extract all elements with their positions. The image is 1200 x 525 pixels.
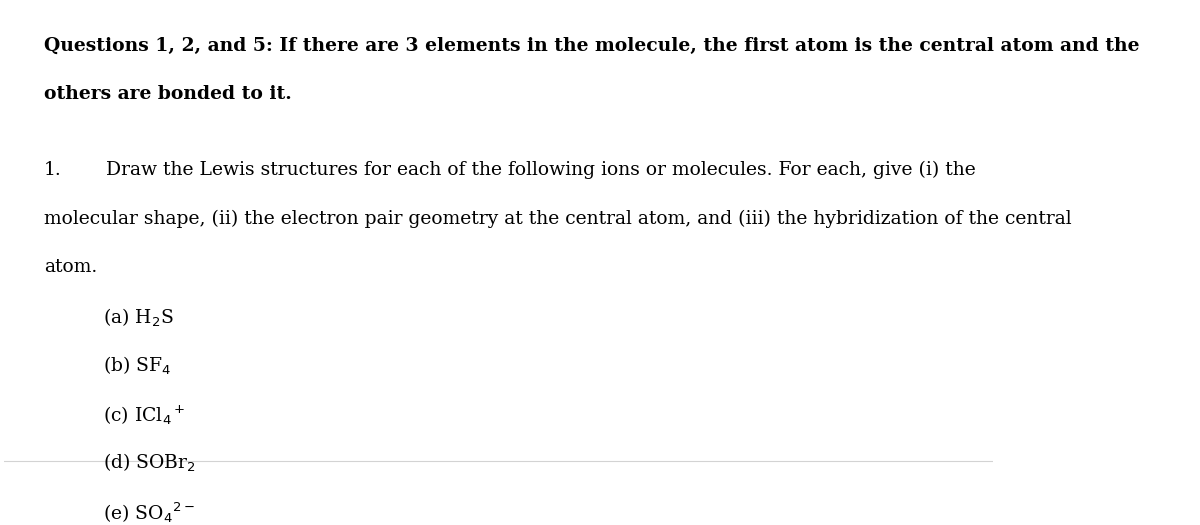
Text: others are bonded to it.: others are bonded to it. — [43, 85, 292, 103]
Text: molecular shape, (ii) the electron pair geometry at the central atom, and (iii) : molecular shape, (ii) the electron pair … — [43, 209, 1072, 228]
Text: atom.: atom. — [43, 258, 97, 276]
Text: (c) ICl$_4$$^+$: (c) ICl$_4$$^+$ — [103, 403, 185, 427]
Text: (b) SF$_4$: (b) SF$_4$ — [103, 355, 172, 377]
Text: Questions 1, 2, and 5: If there are 3 elements in the molecule, the first atom i: Questions 1, 2, and 5: If there are 3 el… — [43, 36, 1139, 55]
Text: (d) SOBr$_2$: (d) SOBr$_2$ — [103, 452, 196, 474]
Text: 1.: 1. — [43, 161, 61, 179]
Text: Draw the Lewis structures for each of the following ions or molecules. For each,: Draw the Lewis structures for each of th… — [106, 161, 976, 180]
Text: (e) SO$_4$$^{2-}$: (e) SO$_4$$^{2-}$ — [103, 500, 194, 525]
Text: (a) H$_2$S: (a) H$_2$S — [103, 307, 174, 329]
